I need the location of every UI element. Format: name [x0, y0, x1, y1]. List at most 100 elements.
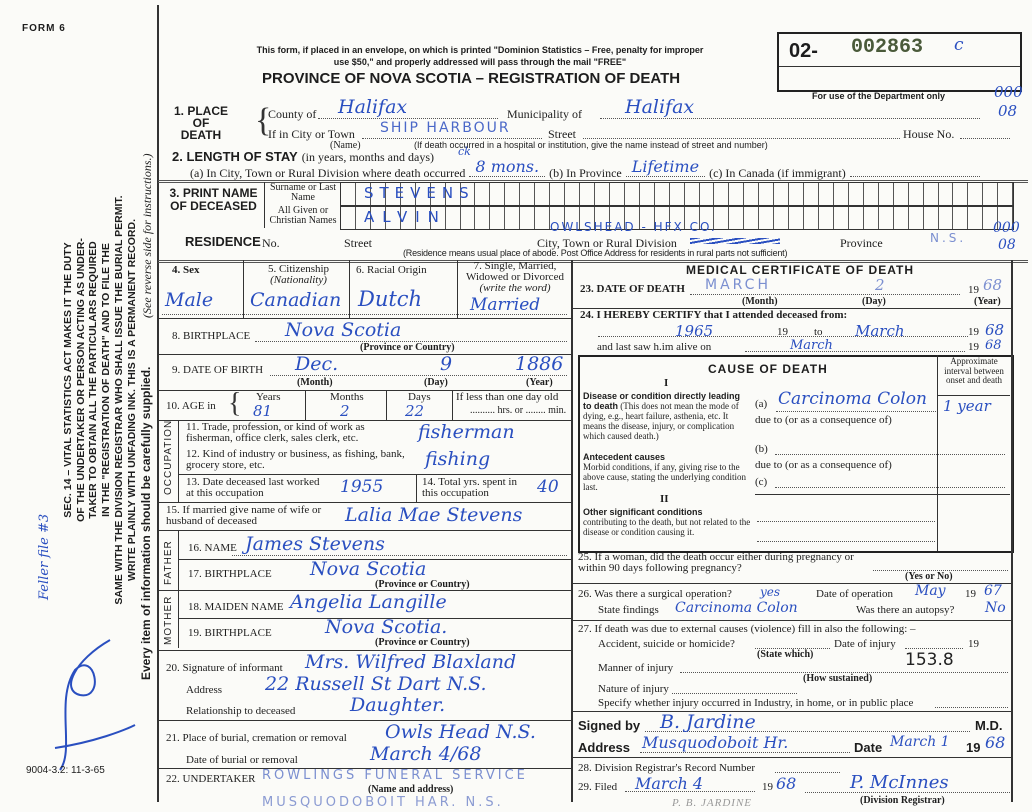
father-name-value[interactable]: James Stevens: [245, 533, 385, 555]
medical-title: MEDICAL CERTIFICATE OF DEATH: [686, 263, 914, 277]
postal-note-line: use $50," and properly addressed will pa…: [333, 57, 627, 67]
age-months[interactable]: 2: [340, 402, 350, 420]
age-years[interactable]: 81: [253, 402, 273, 420]
residence-label: RESIDENCE: [185, 234, 261, 249]
racial-origin-label: 6. Racial Origin: [356, 264, 427, 276]
stay-a-value[interactable]: 8 mons.: [469, 158, 546, 177]
burial-place-value[interactable]: Owls Head N.S.: [385, 721, 536, 743]
hospital-note: (If death occurred in a hospital or inst…: [414, 140, 768, 150]
signed-by-label: Signed by: [578, 718, 641, 733]
citizenship-label: 5. Citizenship: [267, 263, 330, 275]
nineteen: 19: [968, 326, 979, 338]
surname-value[interactable]: STEVENS: [364, 184, 475, 202]
trade-value[interactable]: fisherman: [418, 421, 515, 443]
due-to-label: due to (or as a consequence of): [755, 459, 892, 471]
state-which-caption: (State which): [757, 649, 814, 660]
dod-year[interactable]: 68: [983, 276, 1003, 294]
dob-year[interactable]: 1886: [515, 353, 564, 375]
form-number: FORM 6: [22, 23, 66, 34]
age-label: 10. AGE in: [166, 400, 216, 412]
municipality-value[interactable]: Halifax: [625, 96, 695, 118]
due-to-label: due to (or as a consequence of): [755, 414, 892, 426]
last-saw-year[interactable]: 68: [985, 338, 1002, 353]
stay-c-field[interactable]: [849, 176, 980, 177]
filed-date[interactable]: March 4: [635, 774, 704, 793]
residence-city-value[interactable]: OWLSHEAD - HFX CO.: [550, 220, 717, 234]
citizenship-value[interactable]: Canadian: [250, 289, 342, 311]
cause-a-interval[interactable]: 1 year: [943, 397, 991, 415]
marital-value[interactable]: Married: [470, 295, 541, 315]
autopsy-value[interactable]: No: [985, 600, 1006, 616]
surname-grid[interactable]: [340, 182, 1014, 206]
father-birthplace-value[interactable]: Nova Scotia: [310, 558, 427, 580]
burial-place-label: 21. Place of burial, cremation or remova…: [166, 732, 347, 744]
dod-month[interactable]: MARCH: [705, 277, 771, 293]
name-label: 3. PRINT NAME OF DECEASED: [169, 186, 258, 213]
findings-value[interactable]: Carcinoma Colon: [675, 600, 798, 616]
yes-no-caption: (Yes or No): [905, 571, 953, 582]
cause-a-value[interactable]: Carcinoma Colon: [778, 389, 927, 409]
registration-number-box: 02- 002863 c: [777, 32, 1022, 92]
sex-label: 4. Sex: [172, 264, 200, 276]
registrar-signature[interactable]: P. McInnes: [850, 772, 949, 793]
informant-address[interactable]: 22 Russell St Dart N.S.: [265, 673, 487, 695]
stay-c-label: (c) In Canada (if immigrant): [709, 166, 846, 180]
relationship-value[interactable]: Daughter.: [350, 694, 446, 716]
statutory-notice: SEC. 14 – VITAL STATISTICS ACT MAKES IT …: [62, 140, 112, 620]
direct-cause-label: Disease or condition directly leading to…: [583, 391, 741, 411]
certificate-year[interactable]: 68: [985, 733, 1006, 752]
county-value[interactable]: Halifax: [338, 96, 408, 118]
physician-signature[interactable]: B. Jardine: [660, 711, 756, 733]
attended-to[interactable]: March: [855, 322, 905, 340]
undertaker-address[interactable]: MUSQUODOBOIT HAR. N.S.: [262, 795, 504, 810]
physician-address[interactable]: Musquodoboit Hr.: [642, 733, 789, 752]
operation-year[interactable]: 67: [984, 583, 1002, 599]
industry-value[interactable]: fishing: [425, 448, 491, 470]
stay-a-label: (a) In City, Town or Rural Division wher…: [190, 166, 466, 180]
burial-date-value[interactable]: March 4/68: [370, 743, 482, 765]
sex-value[interactable]: Male: [165, 289, 214, 311]
spouse-value[interactable]: Lalia Mae Stevens: [345, 504, 523, 526]
father-side-label: FATHER: [163, 540, 174, 585]
operation-date[interactable]: May: [915, 583, 946, 599]
attended-to-year[interactable]: 68: [985, 321, 1005, 339]
cause-title: CAUSE OF DEATH: [708, 362, 828, 376]
dob-day[interactable]: 9: [440, 353, 453, 375]
filed-year[interactable]: 68: [776, 774, 797, 793]
dod-day[interactable]: 2: [875, 276, 885, 294]
dob-month[interactable]: Dec.: [295, 353, 339, 375]
pregnancy-label: 25. If a woman, did the death occur eith…: [578, 551, 854, 574]
informant-signature[interactable]: Mrs. Wilfred Blaxland: [305, 651, 517, 673]
given-name-grid[interactable]: [340, 206, 1014, 230]
last-worked-value[interactable]: 1955: [340, 477, 384, 497]
city-value[interactable]: SHIP HARBOUR: [380, 120, 511, 136]
operation-value[interactable]: yes: [760, 585, 781, 599]
last-saw-value[interactable]: March: [790, 338, 833, 353]
notice-line: WRITE PLAINLY WITH UNFADING INK. THIS IS…: [125, 218, 138, 582]
years-label: Years: [256, 391, 281, 403]
stay-b-value[interactable]: Lifetime: [625, 158, 706, 177]
given-name-value[interactable]: ALVIN: [364, 208, 447, 226]
statutory-notice-2: SAME WITH THE DIVISION REGISTRAR WHO SHA…: [113, 80, 138, 720]
residence-province-value[interactable]: N.S.: [930, 231, 967, 245]
municipality-label: Municipality of: [507, 107, 582, 121]
mother-maiden-value[interactable]: Angelia Langille: [290, 591, 447, 613]
total-years-value[interactable]: 40: [537, 477, 559, 497]
residence-note: (Residence means usual place of abode. P…: [403, 248, 788, 258]
mother-birthplace-value[interactable]: Nova Scotia.: [325, 616, 448, 638]
part-2-label: II: [660, 493, 669, 505]
age-days[interactable]: 22: [405, 402, 425, 420]
nineteen: 19: [966, 740, 981, 755]
month-caption: (Month): [742, 296, 778, 307]
reg-prefix: 02-: [789, 40, 818, 62]
certificate-date[interactable]: March 1: [890, 734, 950, 750]
undertaker-name[interactable]: ROWLINGS FUNERAL SERVICE: [262, 768, 528, 783]
birthplace-value[interactable]: Nova Scotia: [285, 319, 402, 341]
nineteen: 19: [965, 588, 976, 600]
racial-origin-value[interactable]: Dutch: [358, 287, 423, 311]
last-worked-label: 13. Date deceased last worked at this oc…: [186, 476, 320, 499]
attended-from[interactable]: 1965: [675, 322, 714, 340]
birthplace-label: 8. BIRTHPLACE: [172, 330, 251, 342]
other-conditions-text: Other significant conditions contributing…: [583, 507, 751, 537]
margin-initials-signature: [54, 639, 136, 771]
